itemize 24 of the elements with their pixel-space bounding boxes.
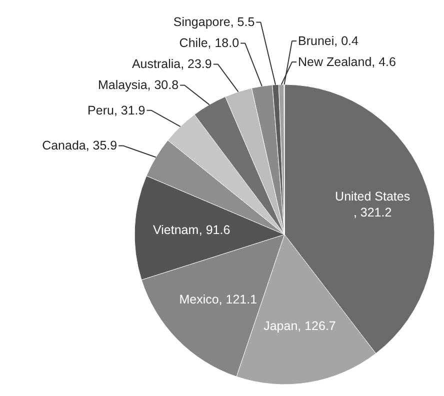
data-label: , 126.7 (298, 319, 336, 334)
slice-label: Malaysia (98, 78, 148, 92)
data-label: , 35.9 (86, 138, 118, 153)
slice-label: New Zealand (298, 55, 372, 70)
slice-label: Peru (88, 103, 114, 118)
data-label: , 31.9 (114, 103, 146, 118)
data-label: , 321.2 (353, 206, 392, 220)
slice-label: United States (335, 189, 410, 204)
slice-label: Canada (42, 138, 86, 153)
data-label: , 121.1 (218, 292, 258, 307)
slice-label: Mexico (179, 292, 219, 307)
slice-label: Brunei (298, 34, 334, 48)
slice-label: Australia (132, 57, 181, 72)
data-label: , 4.6 (372, 55, 396, 70)
data-label: , 5.5 (230, 15, 255, 30)
data-label: , 91.6 (198, 223, 230, 238)
data-label: , 18.0 (208, 36, 240, 50)
data-label: , 0.4 (334, 34, 358, 48)
slice-label: Vietnam (153, 223, 199, 238)
data-label: , 23.9 (180, 57, 212, 72)
data-label: , 30.8 (147, 78, 179, 92)
slice-label: Singapore (173, 15, 230, 30)
slice-label: Chile (179, 36, 208, 50)
slice-label: Japan (264, 319, 298, 334)
